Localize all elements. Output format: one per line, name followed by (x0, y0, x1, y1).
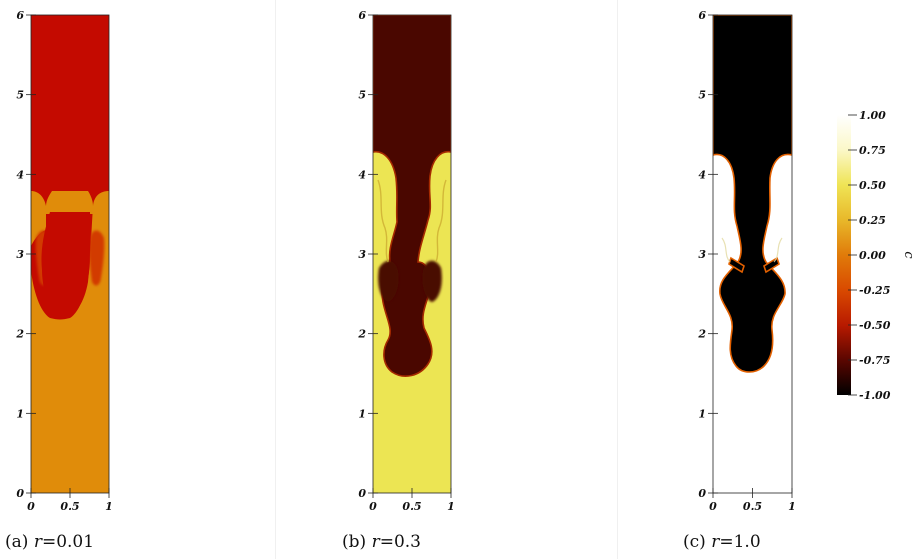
panel-b-ytick-label: 1 (358, 407, 366, 420)
panel-b-ytick-label: 6 (358, 9, 366, 22)
caption-a-label: (a) (5, 532, 29, 552)
caption-a-var: r (33, 532, 42, 552)
panel-divider-1 (275, 0, 276, 559)
panel-b-ytick-label: 0 (358, 487, 366, 500)
panel-c-ytick-label: 3 (698, 248, 706, 261)
panel-c-xtick-label: 1 (788, 500, 796, 513)
panel-a-heavy-cap-left (31, 191, 46, 246)
panel-b-finger-left (378, 260, 399, 302)
colorbar-tick-label: -0.50 (859, 319, 891, 332)
caption-c-eq: = (719, 532, 734, 552)
panel-a-heavy-core (41, 212, 91, 316)
colorbar-label: c (901, 251, 914, 259)
colorbar-tick-label: -0.25 (859, 284, 890, 297)
panel-a-xtick-label: 0.5 (60, 500, 79, 513)
caption-c-label: (c) (683, 532, 706, 552)
colorbar-gradient (837, 115, 851, 395)
panel-b-wisp-left (377, 179, 389, 263)
caption-b-value: 0.3 (393, 532, 421, 552)
caption-b: (b) r=0.3 (342, 532, 421, 552)
panel-a-light-bridge (46, 191, 93, 214)
panel-b-xtick-label: 0 (369, 500, 377, 513)
caption-c-var: r (711, 532, 720, 552)
panel-b-ytick-label: 4 (358, 168, 366, 181)
panel-a-ytick-label: 2 (15, 328, 24, 341)
panel-a-xtick-label: 0 (27, 500, 35, 513)
panel-c-wisp-left (721, 237, 731, 263)
panel-c-ytick-label: 6 (698, 9, 706, 22)
panel-c-ytick-label: 1 (698, 407, 706, 420)
panel-divider-2 (617, 0, 618, 559)
panel-c-xtick-label: 0 (709, 500, 717, 513)
caption-c-value: 1.0 (733, 532, 761, 552)
colorbar-tick-label: -0.75 (859, 354, 890, 367)
panel-c-ytick-label: 2 (697, 328, 706, 341)
panel-a-ytick-label: 4 (16, 168, 24, 181)
panel-b-finger-right (422, 260, 442, 302)
panel-b-xtick-label: 1 (447, 500, 455, 513)
colorbar-tick-label: 0.25 (859, 214, 886, 227)
axes-layer: 0 1 2 3 4 5 6 0 0.5 1 0 1 2 3 4 5 6 0 0.5 1 0 1 2 3 4 5 6 0 0.5 1 (15, 9, 795, 513)
panel-a-ytick-label: 6 (16, 9, 24, 22)
panel-b-ytick-label: 2 (357, 328, 366, 341)
panel-a-ytick-label: 5 (16, 89, 24, 102)
panel-a-ytick-label: 0 (16, 487, 24, 500)
colorbar-tick-label: 0.00 (859, 249, 886, 262)
colorbar-tick-label: -1.00 (859, 389, 891, 402)
caption-b-eq: = (379, 532, 394, 552)
panel-c-heavy-fluid (713, 15, 792, 373)
panel-c (713, 15, 792, 493)
caption-b-label: (b) (342, 532, 367, 552)
panel-c-ytick-label: 4 (698, 168, 706, 181)
panel-b-xtick-label: 0.5 (402, 500, 421, 513)
caption-a-value: 0.01 (56, 532, 95, 552)
panel-c-arm-right (763, 256, 780, 274)
colorbar-tick-label: 0.50 (859, 179, 886, 192)
colorbar-tick-label: 0.75 (859, 144, 886, 157)
caption-b-var: r (371, 532, 380, 552)
panel-c-wisp-right (773, 237, 783, 263)
panel-b (373, 15, 451, 493)
colorbar-tick-label: 1.00 (859, 109, 886, 122)
panel-a-xtick-label: 1 (105, 500, 113, 513)
panel-c-ytick-label: 0 (698, 487, 706, 500)
caption-a: (a) r=0.01 (5, 532, 94, 552)
panel-b-ytick-label: 3 (358, 248, 366, 261)
caption-c: (c) r=1.0 (683, 532, 761, 552)
panel-a-ytick-label: 1 (16, 407, 24, 420)
caption-a-eq: = (41, 532, 57, 552)
panel-b-wisp-right (435, 179, 447, 263)
panel-b-ytick-label: 5 (358, 89, 366, 102)
colorbar: 1.00 0.75 0.50 0.25 0.00 -0.25 -0.50 -0.75 -1.00… (837, 109, 914, 402)
colorbar-ticks: 1.00 0.75 0.50 0.25 0.00 -0.25 -0.50 -0.75 -1.00 (848, 109, 891, 402)
panel-c-xtick-label: 0.5 (743, 500, 762, 513)
panel-a-mixed-roll-right (89, 230, 105, 286)
panel-a-ytick-label: 3 (16, 248, 24, 261)
panel-a (31, 15, 109, 493)
panel-c-ytick-label: 5 (698, 89, 706, 102)
